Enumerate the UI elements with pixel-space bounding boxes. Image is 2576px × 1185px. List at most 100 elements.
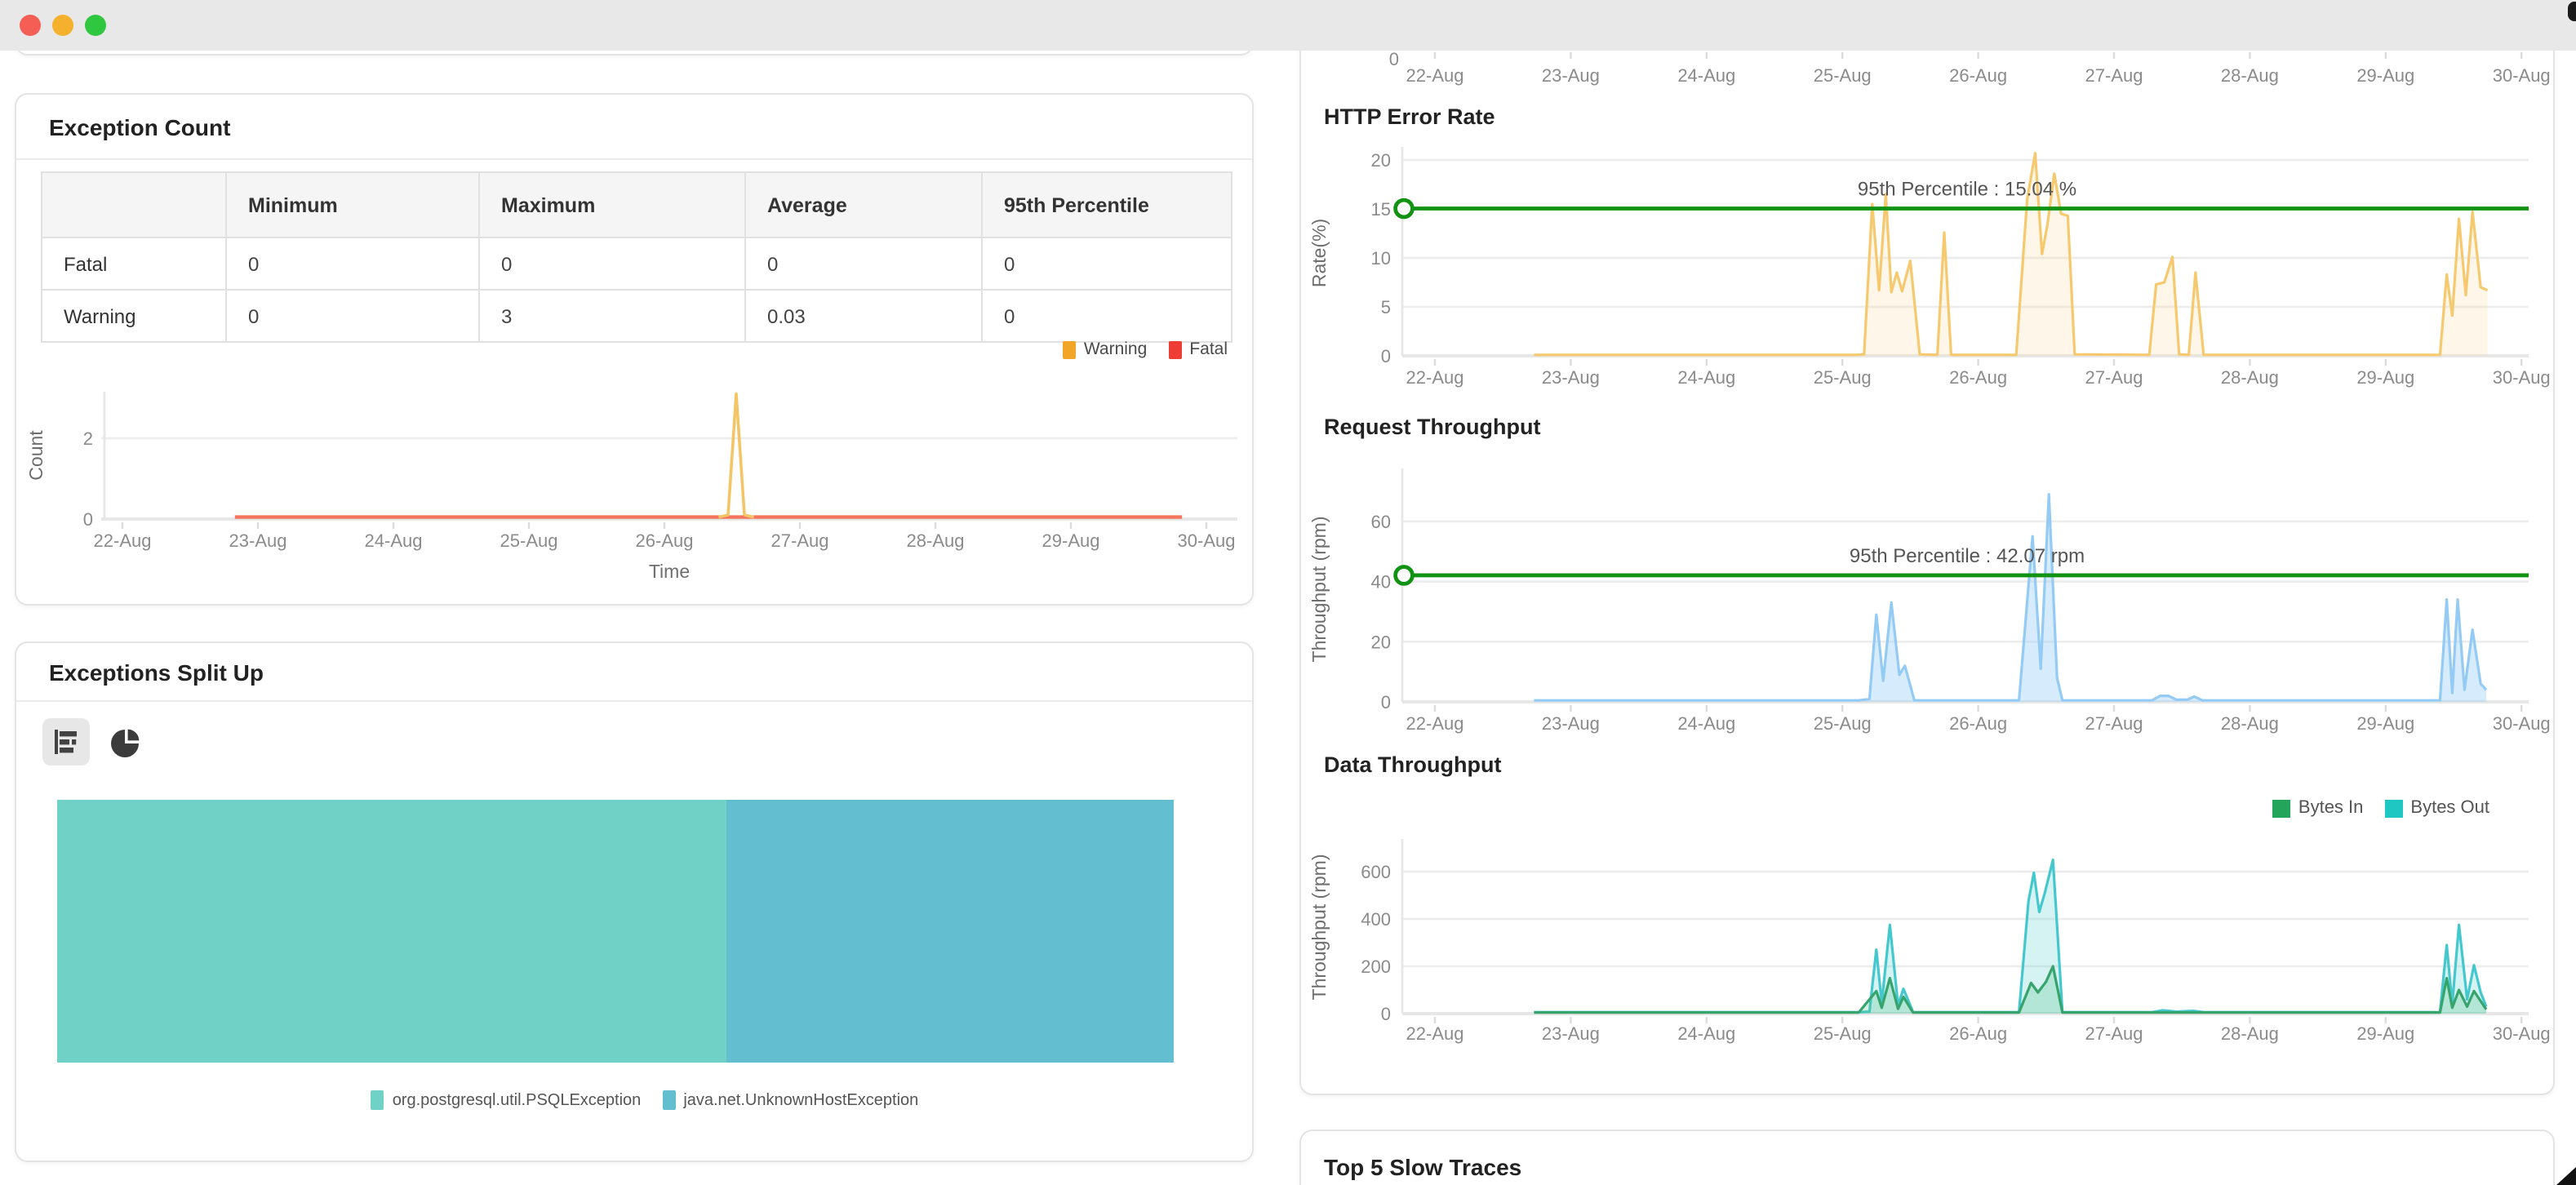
column-header-95th-percentile: 95th Percentile: [981, 171, 1232, 238]
svg-text:23-Aug: 23-Aug: [1542, 713, 1600, 734]
unknownhost-swatch-icon: [662, 1090, 676, 1110]
svg-text:Throughput (rpm): Throughput (rpm): [1308, 854, 1330, 1001]
legend-label: Bytes In: [2298, 798, 2364, 818]
bar-segment-psqlexception[interactable]: [57, 800, 727, 1063]
svg-text:28-Aug: 28-Aug: [2221, 713, 2279, 734]
legend-label: Fatal: [1189, 340, 1228, 359]
svg-text:23-Aug: 23-Aug: [1542, 65, 1600, 86]
svg-text:24-Aug: 24-Aug: [1677, 367, 1735, 388]
svg-text:29-Aug: 29-Aug: [2356, 1023, 2414, 1044]
row-label-fatal: Fatal: [41, 237, 227, 291]
maximize-window-button[interactable]: [85, 15, 106, 36]
column-header-maximum: Maximum: [478, 171, 746, 238]
exception-count-table: Minimum Maximum Average 95th Percentile …: [41, 171, 1232, 343]
warning-swatch-icon: [1062, 340, 1076, 358]
legend-item-bytes-out[interactable]: Bytes Out: [2384, 798, 2489, 818]
svg-text:27-Aug: 27-Aug: [2085, 367, 2143, 388]
table-row: Warning 0 3 0.03 0: [41, 289, 1232, 343]
svg-text:0: 0: [83, 509, 93, 530]
svg-text:0: 0: [1381, 692, 1391, 712]
psql-swatch-icon: [371, 1090, 384, 1110]
cell: 0: [225, 237, 480, 291]
svg-text:22-Aug: 22-Aug: [94, 530, 152, 551]
exceptions-split-up-header: Exceptions Split Up: [16, 643, 1252, 702]
column-header-minimum: Minimum: [225, 171, 480, 238]
legend-item-warning[interactable]: Warning: [1062, 340, 1148, 359]
legend-label: Warning: [1083, 340, 1148, 359]
svg-text:25-Aug: 25-Aug: [1814, 713, 1872, 734]
data-throughput-legend: Bytes In Bytes Out: [2251, 798, 2489, 818]
svg-text:200: 200: [1361, 956, 1391, 977]
cell: 0: [225, 289, 480, 343]
svg-text:30-Aug: 30-Aug: [1178, 530, 1236, 551]
svg-text:23-Aug: 23-Aug: [1542, 367, 1600, 388]
cell: 0.03: [744, 289, 983, 343]
legend-item-unknownhostexception[interactable]: java.net.UnknownHostException: [662, 1090, 918, 1110]
svg-text:26-Aug: 26-Aug: [1949, 65, 2007, 86]
pie-view-toggle-button[interactable]: [101, 718, 149, 766]
svg-text:Count: Count: [25, 430, 47, 481]
exceptions-split-up-panel: Exceptions Split Up org.post: [15, 641, 1254, 1162]
svg-text:30-Aug: 30-Aug: [2493, 713, 2551, 734]
request-throughput-title: Request Throughput: [1324, 415, 1541, 439]
svg-text:28-Aug: 28-Aug: [907, 530, 965, 551]
svg-text:29-Aug: 29-Aug: [2356, 367, 2414, 388]
fatal-swatch-icon: [1168, 340, 1182, 358]
svg-text:24-Aug: 24-Aug: [1677, 1023, 1735, 1044]
table-row: Fatal 0 0 0 0: [41, 237, 1232, 291]
cell: 3: [478, 289, 746, 343]
svg-text:23-Aug: 23-Aug: [1542, 1023, 1600, 1044]
svg-text:27-Aug: 27-Aug: [2085, 65, 2143, 86]
svg-text:Throughput (rpm): Throughput (rpm): [1308, 517, 1330, 663]
window-title-bar: [0, 0, 2576, 51]
cell: 0: [981, 289, 1232, 343]
svg-text:24-Aug: 24-Aug: [1677, 713, 1735, 734]
svg-text:5: 5: [1381, 297, 1391, 317]
panel-title: Exception Count: [49, 113, 231, 140]
svg-text:95th Percentile : 15.04 %: 95th Percentile : 15.04 %: [1858, 179, 2076, 201]
svg-text:15: 15: [1371, 199, 1391, 220]
exceptions-split-legend: org.postgresql.util.PSQLException java.n…: [16, 1090, 1252, 1110]
svg-text:2: 2: [83, 428, 93, 449]
svg-text:10: 10: [1371, 248, 1391, 269]
table-header-row: Minimum Maximum Average 95th Percentile: [41, 171, 1232, 238]
svg-text:40: 40: [1371, 572, 1391, 592]
svg-text:Rate(%): Rate(%): [1308, 219, 1330, 287]
svg-text:30-Aug: 30-Aug: [2493, 1023, 2551, 1044]
svg-text:27-Aug: 27-Aug: [2085, 1023, 2143, 1044]
svg-text:20: 20: [1371, 632, 1391, 652]
legend-label: java.net.UnknownHostException: [683, 1091, 919, 1109]
top-slow-traces-panel: Top 5 Slow Traces: [1299, 1130, 2555, 1185]
svg-text:25-Aug: 25-Aug: [1814, 1023, 1872, 1044]
svg-text:28-Aug: 28-Aug: [2221, 1023, 2279, 1044]
exception-count-header: Exception Count: [16, 95, 1252, 160]
partial-chart-x-axis: 0 22-Aug 23-Aug 24-Aug 25-Aug 26-Aug 27-Aug 28-…: [1389, 49, 2551, 86]
svg-text:26-Aug: 26-Aug: [636, 530, 694, 551]
svg-text:26-Aug: 26-Aug: [1949, 713, 2007, 734]
row-label-warning: Warning: [41, 289, 227, 343]
close-window-button[interactable]: [20, 15, 41, 36]
clipped-corner-glyph: [2568, 2, 2576, 21]
svg-text:0: 0: [1389, 49, 1399, 69]
bytes-out-swatch-icon: [2384, 799, 2403, 817]
svg-text:22-Aug: 22-Aug: [1406, 367, 1464, 388]
svg-text:20: 20: [1371, 150, 1391, 171]
svg-text:400: 400: [1361, 909, 1391, 930]
svg-text:22-Aug: 22-Aug: [1406, 65, 1464, 86]
svg-text:95th Percentile : 42.07 rpm: 95th Percentile : 42.07 rpm: [1850, 545, 2085, 567]
mouse-cursor: [2556, 1167, 2576, 1185]
legend-item-psqlexception[interactable]: org.postgresql.util.PSQLException: [371, 1090, 641, 1110]
panel-title: Exceptions Split Up: [49, 659, 264, 685]
legend-item-bytes-in[interactable]: Bytes In: [2272, 798, 2364, 818]
request-throughput-chart: 0 20 40 60 22-Aug 23-Aug 24-Aug 25-Aug 26-Aug 27-…: [1308, 468, 2551, 734]
bar-segment-unknownhostexception[interactable]: [726, 800, 1174, 1063]
minimize-window-button[interactable]: [52, 15, 73, 36]
svg-text:23-Aug: 23-Aug: [229, 530, 287, 551]
exception-count-legend: Warning Fatal: [1042, 340, 1228, 359]
legend-item-fatal[interactable]: Fatal: [1168, 340, 1228, 359]
svg-text:26-Aug: 26-Aug: [1949, 1023, 2007, 1044]
bar-view-toggle-button[interactable]: [42, 718, 90, 766]
http-error-rate-chart: 0 5 10 15 20 22-Aug 23-Aug 24-Aug 25-Aug 26-Aug 27…: [1308, 147, 2551, 388]
svg-text:24-Aug: 24-Aug: [365, 530, 423, 551]
